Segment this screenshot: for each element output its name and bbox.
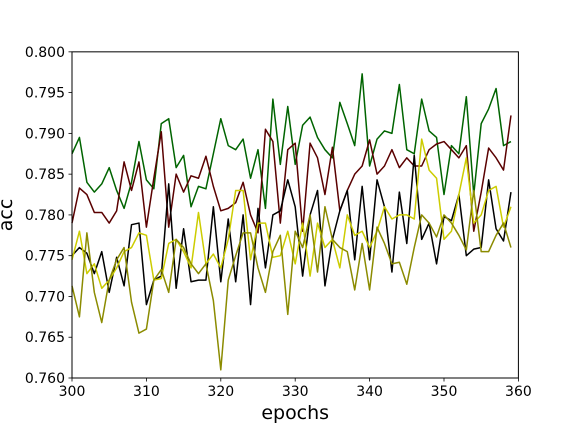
x-tick-label: 360: [505, 384, 532, 400]
y-tick-label: 0.800: [25, 45, 65, 61]
y-tick-label: 0.785: [25, 167, 65, 183]
x-tick-label: 340: [356, 384, 383, 400]
y-tick-label: 0.790: [25, 126, 65, 142]
series-line-3: [71, 154, 512, 306]
y-axis-label: acc: [0, 199, 17, 232]
series-layer: [71, 73, 512, 371]
series-line-1: [71, 73, 512, 210]
y-tick-label: 0.760: [25, 371, 65, 387]
y-tick-label: 0.775: [25, 249, 65, 265]
y-tick-label: 0.765: [25, 330, 65, 346]
series-line-2: [71, 115, 512, 234]
y-tick-label: 0.780: [25, 208, 65, 224]
x-tick-label: 330: [282, 384, 309, 400]
x-axis-ticks: 300 310 320 330 340 350 360: [59, 378, 532, 400]
x-tick-label: 310: [133, 384, 160, 400]
y-tick-label: 0.770: [25, 289, 65, 305]
series-line-4: [71, 138, 512, 290]
x-tick-label: 350: [431, 384, 458, 400]
x-tick-label: 320: [207, 384, 234, 400]
y-axis-ticks: 0.760 0.765 0.770 0.775 0.780 0.785 0.790 0.795…: [25, 45, 72, 387]
series-line-5: [71, 189, 512, 371]
y-tick-label: 0.795: [25, 86, 65, 102]
x-tick-label: 300: [59, 384, 86, 400]
x-axis-label: epochs: [261, 402, 329, 424]
